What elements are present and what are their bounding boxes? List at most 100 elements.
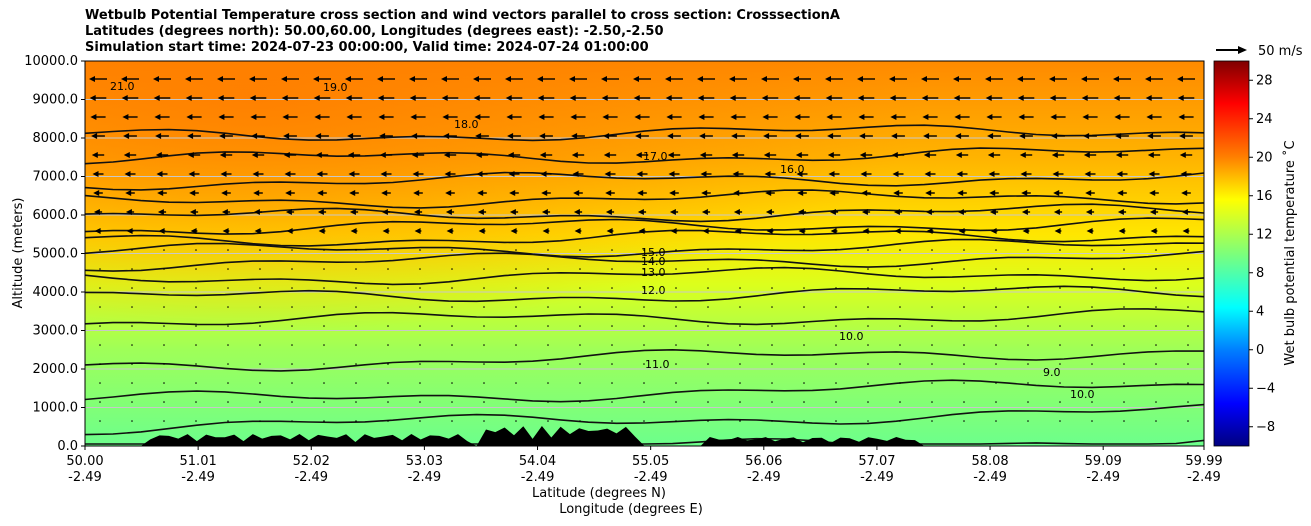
wind-arrowhead xyxy=(633,95,640,101)
wind-dot xyxy=(387,325,389,327)
wind-dot xyxy=(515,401,517,403)
wind-dot xyxy=(995,420,997,422)
wind-arrowhead xyxy=(251,152,258,158)
wind-dot xyxy=(899,287,901,289)
wind-arrowhead xyxy=(605,209,612,215)
wind-arrowhead xyxy=(222,228,229,234)
wind-arrowhead xyxy=(861,209,868,215)
wind-arrowhead xyxy=(155,152,162,158)
wind-arrowhead xyxy=(1019,152,1026,158)
y-tick-label: 10000.0 xyxy=(24,54,78,69)
contour-label: 19.0 xyxy=(323,81,348,94)
wind-arrowhead xyxy=(283,133,290,139)
wind-dot xyxy=(227,420,229,422)
wind-arrowhead xyxy=(733,190,740,196)
wind-dot xyxy=(355,363,357,365)
contour-label: 21.0 xyxy=(110,80,135,93)
wind-dot xyxy=(1155,401,1157,403)
x-tick-lat: 59.99 xyxy=(1185,454,1222,469)
wind-arrowhead xyxy=(1150,228,1157,234)
wind-dot xyxy=(1027,420,1029,422)
wind-dot xyxy=(611,420,613,422)
y-tick-label: 0.0 xyxy=(57,439,78,454)
wind-dot xyxy=(1091,344,1093,346)
wind-dot xyxy=(739,344,741,346)
wind-dot xyxy=(579,306,581,308)
wind-arrowhead xyxy=(154,114,161,120)
contour-label: 13.0 xyxy=(641,266,666,279)
contour-label: 9.0 xyxy=(1043,366,1061,379)
wind-dot xyxy=(1059,401,1061,403)
contour-line xyxy=(84,203,1205,223)
wind-arrowhead xyxy=(509,209,516,215)
wind-arrowhead xyxy=(925,190,932,196)
wind-dot xyxy=(963,249,965,251)
wind-arrowhead xyxy=(348,171,355,177)
wind-dot xyxy=(163,363,165,365)
wind-dot xyxy=(643,344,645,346)
wind-dot xyxy=(195,363,197,365)
wind-dot xyxy=(963,401,965,403)
wind-arrowhead xyxy=(537,76,543,82)
wind-dot xyxy=(419,363,421,365)
wind-arrowhead xyxy=(93,190,100,196)
wind-arrowhead xyxy=(316,171,323,177)
wind-dot xyxy=(643,363,645,365)
wind-dot xyxy=(483,401,485,403)
wind-dot xyxy=(675,420,677,422)
wind-arrowhead xyxy=(730,114,737,120)
wind-dot xyxy=(419,325,421,327)
wind-dot xyxy=(163,306,165,308)
wind-dot xyxy=(931,401,933,403)
y-tick-label: 8000.0 xyxy=(33,131,79,146)
wind-dot xyxy=(547,306,549,308)
wind-dot xyxy=(899,325,901,327)
wind-arrowhead xyxy=(861,190,868,196)
wind-arrowhead xyxy=(378,114,385,120)
wind-arrowhead xyxy=(700,171,707,177)
wind-dot xyxy=(867,363,869,365)
wind-arrowhead xyxy=(409,95,416,101)
wind-arrowhead xyxy=(1022,228,1029,234)
wind-dot xyxy=(387,249,389,251)
wind-arrowhead xyxy=(445,190,452,196)
wind-dot xyxy=(227,268,229,270)
x-tick-lon: -2.49 xyxy=(634,470,668,485)
wind-arrowhead xyxy=(510,228,517,234)
x-tick-lat: 55.05 xyxy=(632,454,669,469)
wind-dot xyxy=(547,287,549,289)
wind-dot xyxy=(1027,363,1029,365)
wind-dot xyxy=(451,382,453,384)
wind-arrowhead xyxy=(1148,171,1155,177)
contour-label: 17.0 xyxy=(643,150,668,163)
contours xyxy=(84,124,1205,445)
wind-dot xyxy=(387,268,389,270)
wind-dot xyxy=(387,401,389,403)
wind-dot xyxy=(867,325,869,327)
wind-arrowhead xyxy=(474,114,481,120)
wind-arrowhead xyxy=(509,190,516,196)
wind-arrowhead xyxy=(1049,95,1056,101)
wind-arrowhead xyxy=(1177,95,1184,101)
wind-arrowhead xyxy=(473,95,480,101)
wind-arrowhead xyxy=(91,133,98,139)
wind-arrowhead xyxy=(796,171,803,177)
wind-dot xyxy=(259,287,261,289)
wind-dot xyxy=(99,287,101,289)
wind-dot xyxy=(739,287,741,289)
wind-dot xyxy=(1091,268,1093,270)
wind-arrowhead xyxy=(1050,114,1057,120)
wind-arrowhead xyxy=(635,133,642,139)
wind-dot xyxy=(131,287,133,289)
wind-arrowhead xyxy=(825,95,832,101)
wind-arrowhead xyxy=(538,114,545,120)
wind-arrowhead xyxy=(990,228,997,234)
wind-arrowhead xyxy=(894,228,901,234)
wind-arrowhead xyxy=(1053,209,1060,215)
wind-arrowhead xyxy=(669,190,676,196)
wind-dot xyxy=(579,363,581,365)
wind-arrowhead xyxy=(606,228,613,234)
wind-arrowhead xyxy=(603,152,610,158)
wind-dot xyxy=(835,287,837,289)
wind-arrowhead xyxy=(601,76,607,82)
